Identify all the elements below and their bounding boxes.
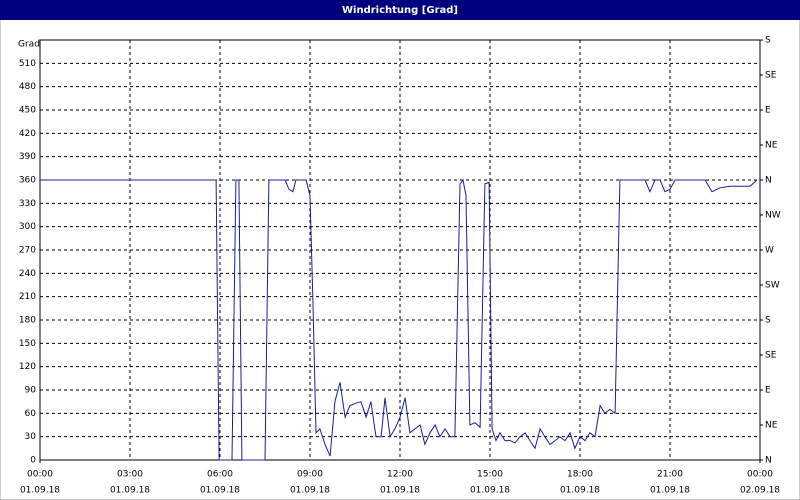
y-tick-label: 270 bbox=[19, 246, 36, 256]
y2-tick-label: SE bbox=[765, 351, 777, 361]
y-tick-label: 300 bbox=[19, 222, 36, 232]
x-tick-label: 00:00 bbox=[27, 470, 53, 480]
y2-tick-label: N bbox=[765, 176, 772, 186]
y-tick-label: 420 bbox=[19, 129, 36, 139]
x-tick-label: 09:00 bbox=[297, 470, 323, 480]
chart-title: Windrichtung [Grad] bbox=[342, 5, 458, 16]
y-tick-label: 0 bbox=[30, 456, 36, 466]
y2-tick-label: NE bbox=[765, 421, 778, 431]
y2-tick-label: S bbox=[765, 36, 771, 46]
y2-tick-label: E bbox=[765, 106, 771, 116]
y-tick-label: 90 bbox=[25, 386, 37, 396]
y-tick-label: 480 bbox=[19, 82, 36, 92]
y2-tick-label: N bbox=[765, 456, 772, 466]
x-tick-date: 01.09.18 bbox=[560, 486, 600, 496]
title-bar bbox=[0, 0, 800, 20]
y2-tick-label: SW bbox=[765, 281, 780, 291]
x-tick-label: 15:00 bbox=[477, 470, 503, 480]
data-line bbox=[40, 178, 758, 461]
x-tick-label: 00:00 bbox=[747, 470, 773, 480]
y2-tick-label: S bbox=[765, 316, 771, 326]
y2-tick-label: E bbox=[765, 386, 771, 396]
y-tick-label: 150 bbox=[19, 339, 36, 349]
y2-tick-label: NW bbox=[765, 211, 781, 221]
y-tick-label: 60 bbox=[25, 409, 37, 419]
x-tick-date: 01.09.18 bbox=[290, 486, 330, 496]
y2-tick-label: W bbox=[765, 246, 774, 256]
x-tick-label: 18:00 bbox=[567, 470, 593, 480]
x-tick-date: 01.09.18 bbox=[470, 486, 510, 496]
x-tick-date: 01.09.18 bbox=[380, 486, 420, 496]
y-tick-label: 450 bbox=[19, 106, 36, 116]
x-tick-label: 06:00 bbox=[207, 470, 233, 480]
x-tick-date: 01.09.18 bbox=[200, 486, 240, 496]
x-tick-label: 12:00 bbox=[387, 470, 413, 480]
y-tick-label: 120 bbox=[19, 362, 36, 372]
y-tick-label: 30 bbox=[25, 432, 37, 442]
y-tick-label: 180 bbox=[19, 316, 36, 326]
y-tick-label: 330 bbox=[19, 199, 36, 209]
x-tick-label: 03:00 bbox=[117, 470, 143, 480]
y-tick-label: 240 bbox=[19, 269, 36, 279]
y-tick-label: 510 bbox=[19, 59, 36, 69]
x-tick-date: 02.09.18 bbox=[740, 486, 780, 496]
y2-tick-label: NE bbox=[765, 141, 778, 151]
y-axis-label: Grad bbox=[18, 40, 40, 50]
x-tick-date: 01.09.18 bbox=[650, 486, 690, 496]
x-tick-date: 01.09.18 bbox=[110, 486, 150, 496]
y-tick-label: 360 bbox=[19, 176, 36, 186]
x-tick-date: 01.09.18 bbox=[20, 486, 60, 496]
x-tick-label: 21:00 bbox=[657, 470, 683, 480]
y2-tick-label: SE bbox=[765, 71, 777, 81]
y-tick-label: 390 bbox=[19, 152, 36, 162]
y-tick-label: 210 bbox=[19, 292, 36, 302]
